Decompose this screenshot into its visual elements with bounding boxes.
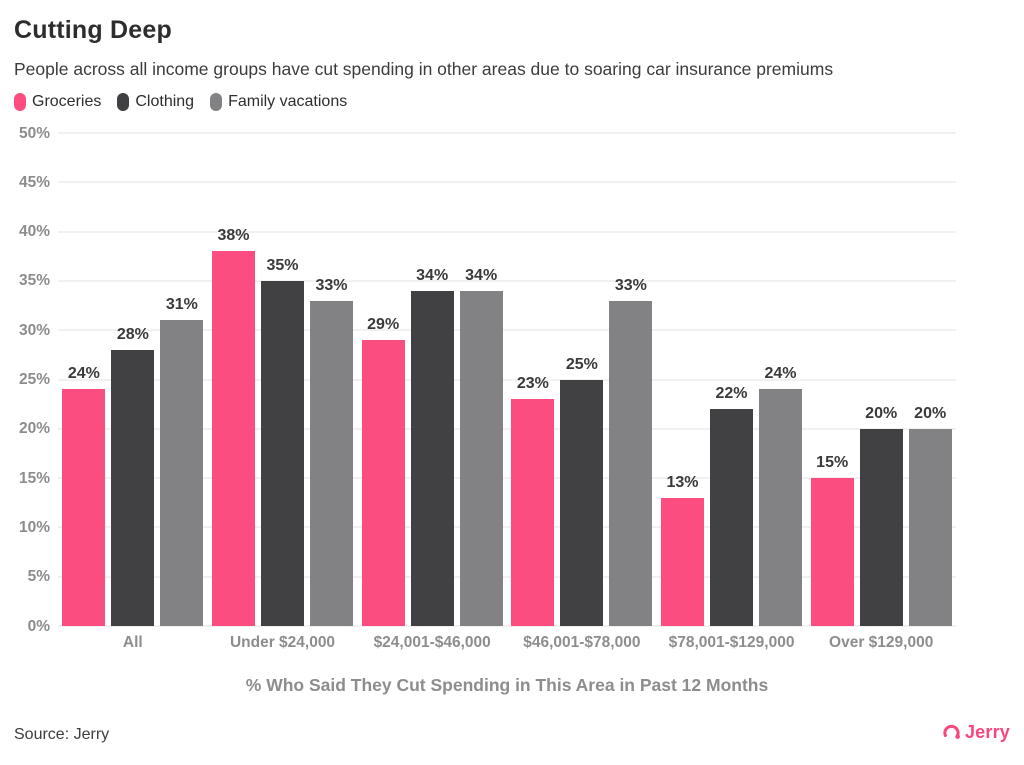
bar-groceries: 29% [361, 316, 405, 626]
bar-value-label: 33% [614, 276, 647, 294]
x-tick-label: Over $129,000 [829, 634, 934, 651]
y-tick-label: 45% [18, 173, 50, 191]
x-tick-label: $24,001-$46,000 [373, 634, 491, 651]
y-tick-label: 5% [27, 567, 50, 585]
gridline [58, 477, 956, 480]
bar-value-label: 34% [416, 266, 449, 284]
gridline [58, 329, 956, 332]
gridline [58, 575, 956, 578]
bar-value-label: 23% [516, 375, 549, 393]
gridline [58, 625, 956, 627]
bar-groceries: 13% [661, 474, 705, 626]
bar-group-under-24-000: 38% 35% 33% [208, 133, 358, 626]
legend-label: Family vacations [228, 93, 348, 110]
jerry-arc-icon [943, 724, 961, 741]
bar-clothing: 34% [410, 267, 454, 626]
x-axis: All Under $24,000 $24,001-$46,000 $46,001-$… [58, 634, 956, 652]
chart-title: Cutting Deep [14, 16, 172, 44]
y-tick-label: 35% [18, 272, 50, 290]
y-tick-label: 15% [18, 469, 50, 487]
bar-value-label: 20% [914, 404, 947, 422]
bar-clothing: 28% [111, 326, 155, 626]
gridline [58, 132, 956, 134]
legend-label: Groceries [32, 93, 102, 110]
bar-value-label: 35% [266, 256, 299, 274]
bar-value-label: 29% [367, 316, 400, 334]
bar-groceries: 23% [511, 375, 555, 626]
bar-value-label: 28% [116, 325, 149, 343]
x-tick-label: Under $24,000 [229, 634, 336, 651]
gridline [58, 526, 956, 529]
x-tick-label: $78,001-$129,000 [668, 634, 795, 651]
x-tick-label: $46,001-$78,000 [523, 634, 641, 651]
bar-value-label: 34% [465, 266, 498, 284]
bar-family-vacations: 24% [759, 365, 803, 626]
plot-area: 24% 28% 31% 38% 35% 33% 29% 34% 34% 23% 25% 33% 13% 2… [58, 132, 956, 627]
legend-label: Clothing [135, 93, 195, 110]
bar-value-label: 24% [67, 365, 100, 383]
y-tick-label: 30% [18, 321, 50, 339]
y-tick-label: 10% [18, 518, 50, 536]
x-axis-title: % Who Said They Cut Spending in This Are… [245, 675, 769, 695]
bar-groceries: 15% [810, 454, 854, 626]
y-tick-label: 20% [18, 420, 50, 438]
y-tick-label: 40% [18, 222, 50, 240]
bar-clothing: 22% [710, 385, 754, 626]
gridline [58, 279, 956, 282]
bar-value-label: 15% [816, 454, 849, 472]
bar-family-vacations: 20% [908, 405, 952, 626]
bar-group--46-001-78-000: 23% 25% 33% [507, 133, 657, 626]
y-tick-label: 50% [18, 124, 50, 142]
bar-group--24-001-46-000: 29% 34% 34% [357, 133, 507, 626]
legend-swatch-groceries [14, 93, 26, 111]
y-tick-label: 0% [27, 617, 50, 635]
legend-swatch-clothing [117, 93, 130, 111]
bar-value-label: 38% [217, 227, 250, 245]
bar-groups-container: 24% 28% 31% 38% 35% 33% 29% 34% 34% 23% 25% 33% 13% 2… [58, 133, 956, 626]
bar-groceries: 24% [62, 365, 106, 626]
x-tick-label: All [122, 634, 143, 651]
bar-value-label: 20% [865, 404, 898, 422]
bar-family-vacations: 34% [459, 267, 503, 626]
bar-group--78-001-129-000: 13% 22% 24% [657, 133, 807, 626]
bar-group-over-129-000: 15% 20% 20% [806, 133, 956, 626]
bar-clothing: 25% [560, 356, 604, 626]
bar-value-label: 25% [565, 355, 598, 373]
bar-value-label: 33% [315, 276, 348, 294]
bar-value-label: 24% [764, 365, 797, 383]
gridline [58, 181, 956, 184]
bar-family-vacations: 31% [160, 296, 204, 626]
source-note: Source: Jerry [14, 726, 110, 743]
bar-group-all: 24% 28% 31% [58, 133, 208, 626]
chart-subtitle: People across all income groups have cut… [14, 59, 834, 79]
legend-item-clothing: Clothing [117, 93, 194, 111]
bar-value-label: 31% [165, 296, 198, 314]
bar-clothing: 20% [859, 405, 903, 626]
legend-item-family-vacations: Family vacations [210, 93, 347, 111]
legend-swatch-family-vacations [210, 93, 223, 111]
bar-family-vacations: 33% [310, 277, 353, 626]
brand-name: Jerry [964, 722, 1010, 742]
legend: Groceries Clothing Family vacations [14, 93, 347, 111]
gridline [58, 230, 956, 233]
gridline [58, 427, 956, 430]
legend-item-groceries: Groceries [14, 93, 101, 111]
bar-groceries: 38% [212, 227, 255, 626]
gridline [58, 378, 956, 381]
y-axis: 0% 5% 10% 15% 20% 25% 30% 35% 40% 45% 50% [8, 125, 50, 633]
brand-logo: Jerry [943, 722, 1010, 743]
bar-family-vacations: 33% [609, 277, 653, 626]
bar-value-label: 13% [666, 473, 699, 491]
bar-clothing: 35% [261, 257, 304, 626]
y-tick-label: 25% [18, 370, 50, 388]
bar-value-label: 22% [715, 385, 748, 403]
